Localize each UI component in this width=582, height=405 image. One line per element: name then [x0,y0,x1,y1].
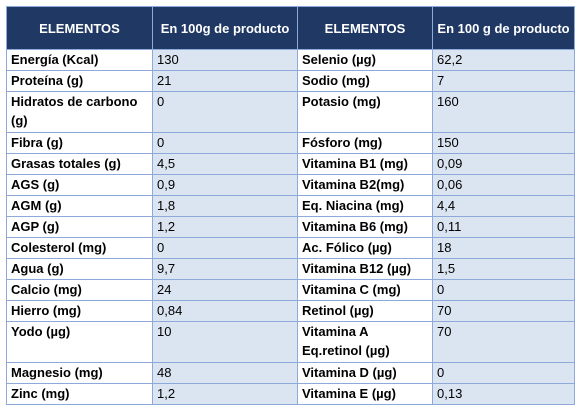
table-row: AGP (g) 1,2 Vitamina B6 (mg) 0,11 [6,216,575,238]
element-value: 0,11 [432,216,575,238]
element-value: 4,5 [152,153,298,175]
table-row: Agua (g) 9,7 Vitamina B12 (µg) 1,5 [6,258,575,280]
table-row: Colesterol (mg) 0 Ac. Fólico (µg) 18 [6,237,575,259]
header-row: ELEMENTOS En 100g de producto ELEMENTOS … [6,6,575,50]
element-value: 160 [432,91,575,133]
table-row: Yodo (µg) 10 Vitamina A Eq.retinol (µg) … [6,321,575,363]
table-row: Hidratos de carbono (g) 0 Potasio (mg) 1… [6,91,575,133]
element-label: Sodio (mg) [297,70,433,92]
element-value: 48 [152,362,298,384]
element-label: Zinc (mg) [6,383,153,405]
element-value: 7 [432,70,575,92]
element-value: 0 [432,279,575,301]
table-row: Calcio (mg) 24 Vitamina C (mg) 0 [6,279,575,301]
table-row: Energía (Kcal) 130 Selenio (µg) 62,2 [6,49,575,71]
element-value: 1,2 [152,216,298,238]
element-label: Agua (g) [6,258,153,280]
header-amount-1: En 100g de producto [152,6,298,50]
table-row: Zinc (mg) 1,2 Vitamina E (µg) 0,13 [6,383,575,405]
element-value: 0 [432,362,575,384]
element-value: 24 [152,279,298,301]
element-label: Hierro (mg) [6,300,153,322]
table-row: AGS (g) 0,9 Vitamina B2(mg) 0,06 [6,174,575,196]
element-label: Proteína (g) [6,70,153,92]
element-value: 18 [432,237,575,259]
table-row: Proteína (g) 21 Sodio (mg) 7 [6,70,575,92]
element-label: AGP (g) [6,216,153,238]
element-value: 4,4 [432,195,575,217]
table-row: Hierro (mg) 0,84 Retinol (µg) 70 [6,300,575,322]
element-label: AGS (g) [6,174,153,196]
table-row: Fibra (g) 0 Fósforo (mg) 150 [6,132,575,154]
nutrition-table: ELEMENTOS En 100g de producto ELEMENTOS … [6,6,575,405]
element-label: Hidratos de carbono (g) [6,91,153,133]
element-label: Retinol (µg) [297,300,433,322]
element-label: Fibra (g) [6,132,153,154]
element-value: 150 [432,132,575,154]
table-row: AGM (g) 1,8 Eq. Niacina (mg) 4,4 [6,195,575,217]
element-value: 0 [152,132,298,154]
element-label: Yodo (µg) [6,321,153,363]
element-value: 0,09 [432,153,575,175]
element-value: 1,8 [152,195,298,217]
element-value: 0,9 [152,174,298,196]
element-value: 0 [152,91,298,133]
element-label: AGM (g) [6,195,153,217]
element-label: Vitamina D (µg) [297,362,433,384]
table-row: Magnesio (mg) 48 Vitamina D (µg) 0 [6,362,575,384]
header-amount-2: En 100 g de producto [432,6,575,50]
header-elements-2: ELEMENTOS [297,6,433,50]
element-label: Selenio (µg) [297,49,433,71]
element-label: Potasio (mg) [297,91,433,133]
element-value: 1,5 [432,258,575,280]
element-value: 9,7 [152,258,298,280]
element-label: Vitamina B12 (µg) [297,258,433,280]
element-value: 0,06 [432,174,575,196]
element-label: Ac. Fólico (µg) [297,237,433,259]
element-label: Vitamina B6 (mg) [297,216,433,238]
header-elements-1: ELEMENTOS [6,6,153,50]
element-value: 0,13 [432,383,575,405]
element-label: Fósforo (mg) [297,132,433,154]
element-value: 70 [432,300,575,322]
element-value: 70 [432,321,575,363]
element-value: 10 [152,321,298,363]
element-label: Colesterol (mg) [6,237,153,259]
element-label: Calcio (mg) [6,279,153,301]
element-label: Eq. Niacina (mg) [297,195,433,217]
element-label: Magnesio (mg) [6,362,153,384]
element-value: 21 [152,70,298,92]
element-value: 0 [152,237,298,259]
element-label: Vitamina A Eq.retinol (µg) [297,321,433,363]
element-value: 130 [152,49,298,71]
table-row: Grasas totales (g) 4,5 Vitamina B1 (mg) … [6,153,575,175]
element-label: Vitamina B2(mg) [297,174,433,196]
element-value: 1,2 [152,383,298,405]
element-label: Energía (Kcal) [6,49,153,71]
element-label: Grasas totales (g) [6,153,153,175]
element-label: Vitamina C (mg) [297,279,433,301]
element-value: 0,84 [152,300,298,322]
element-label: Vitamina B1 (mg) [297,153,433,175]
element-label: Vitamina E (µg) [297,383,433,405]
element-value: 62,2 [432,49,575,71]
